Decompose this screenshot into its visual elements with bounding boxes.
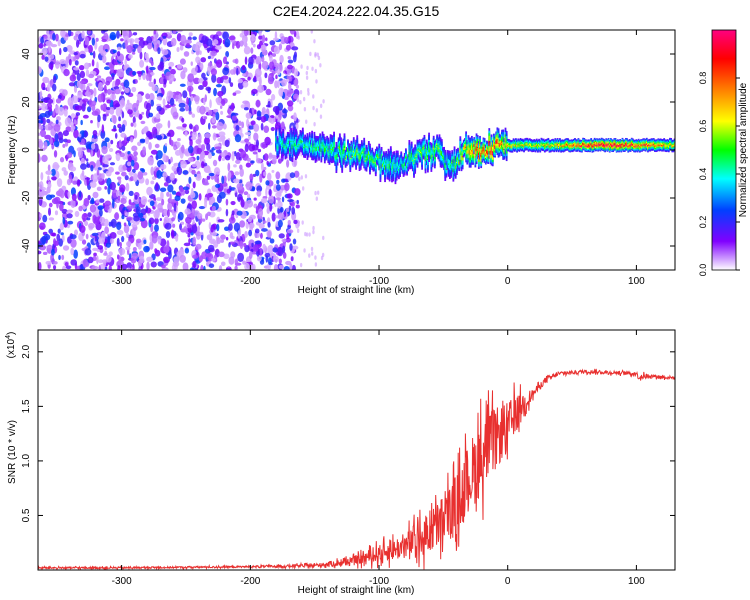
spectrogram-x-axis-label: Height of straight line (km) — [298, 285, 415, 296]
colorbar-label: Normalized spectral amplitude — [738, 82, 749, 217]
snr-x-tick-label: 100 — [628, 576, 645, 587]
colorbar-tick-label: 0.0 — [698, 264, 708, 277]
spectrogram-x-tick-label: -300 — [112, 276, 132, 287]
snr-plot-area — [38, 330, 675, 570]
snr-y-tick-label: 1.0 — [21, 454, 32, 468]
spectrogram-x-tick-label: 0 — [505, 276, 511, 287]
spectrogram-y-tick-label: 20 — [21, 96, 32, 108]
spectrogram-y-tick-label: 0 — [21, 147, 32, 153]
spectrogram-y-tick-label: 40 — [21, 48, 32, 60]
figure-title: C2E4.2024.222.04.35.G15 — [273, 3, 440, 19]
snr-x-tick-label: -200 — [240, 576, 260, 587]
colorbar-tick-label: 0.6 — [698, 120, 708, 133]
spectrogram-y-axis-label: Frequency (Hz) — [7, 116, 18, 185]
spectrogram-x-tick-label: 100 — [628, 276, 645, 287]
spectrogram-y-tick-label: -20 — [21, 190, 32, 205]
snr-series-line — [38, 368, 675, 570]
colorbar-tick-label: 0.2 — [698, 216, 708, 229]
snr-y-tick-label: 1.5 — [21, 399, 32, 413]
snr-x-axis-label: Height of straight line (km) — [298, 585, 415, 596]
snr-multiplier: (x104) — [5, 332, 17, 359]
colorbar-tick-label: 0.4 — [698, 168, 708, 181]
spectrogram-x-tick-label: -100 — [369, 276, 389, 287]
spectrogram-y-tick-label: -40 — [21, 238, 32, 253]
snr-multiplier-exp: 4 — [5, 335, 12, 339]
spectrogram-x-tick-label: -200 — [240, 276, 260, 287]
snr-y-tick-label: 0.5 — [21, 508, 32, 522]
snr-y-axis-label: SNR (10 * v/v) — [7, 420, 18, 484]
snr-y-tick-label: 2.0 — [21, 344, 32, 358]
snr-panel: -300 -200 -100 0 100 0.5 1.0 1.5 2.0 Height of s… — [5, 329, 676, 596]
colorbar-gradient — [711, 29, 737, 271]
signal-ridge — [275, 125, 675, 185]
snr-x-tick-label: -300 — [112, 576, 132, 587]
colorbar-tick-label: 0.8 — [698, 72, 708, 85]
snr-x-tick-label: 0 — [505, 576, 511, 587]
colorbar: 0.0 0.2 0.4 0.6 0.8 Normalized spectral ampl… — [698, 29, 749, 277]
noise-speckle — [38, 30, 325, 270]
snr-x-tick-label: -100 — [369, 576, 389, 587]
